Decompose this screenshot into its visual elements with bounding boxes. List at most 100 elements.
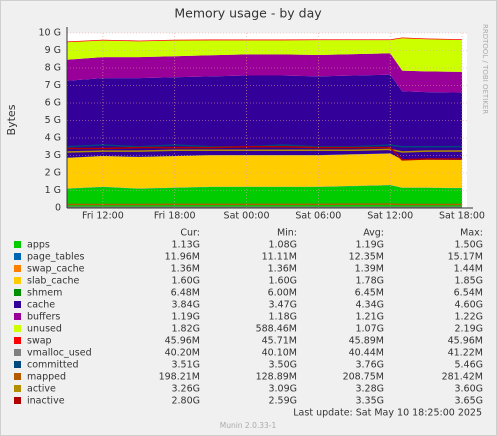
table-cell: 198.21M (159, 372, 200, 383)
legend-label: buffers (27, 312, 60, 323)
x-tick-label: Sat 00:00 (224, 211, 270, 222)
table-cell: 3.84G (171, 300, 200, 311)
area (67, 53, 462, 93)
table-cell: 1.08G (268, 240, 297, 251)
table-cell: 3.76G (355, 360, 384, 371)
y-tick-label: 4 G (45, 133, 61, 144)
y-tick-label: 7 G (45, 80, 61, 91)
line (66, 148, 463, 153)
x-tick-label: Fri 18:00 (154, 211, 196, 222)
table-cell: 1.36M (268, 264, 297, 275)
table-cell: 3.51G (171, 360, 200, 371)
table-cell: 1.44M (454, 264, 483, 275)
legend-swatch (14, 277, 21, 284)
table-cell: 3.47G (268, 300, 297, 311)
version: Munin 2.0.33-1 (220, 421, 277, 430)
table-cell: 6.00M (268, 288, 297, 299)
legend-label: vmalloc_used (27, 348, 92, 359)
table-cell: 1.85G (454, 276, 483, 287)
y-tick-label: 9 G (45, 45, 61, 56)
area (67, 37, 462, 43)
table-cell: 3.65G (454, 396, 483, 407)
legend-swatch (14, 361, 21, 368)
table-cell: 4.34G (355, 300, 384, 311)
table-cell: 1.13G (171, 240, 200, 251)
x-tick-label: Fri 12:00 (82, 211, 124, 222)
area (67, 185, 462, 189)
line (67, 146, 462, 161)
legend-swatch (14, 397, 21, 404)
table-cell: 1.60G (268, 276, 297, 287)
chart-title: Memory usage - by day (174, 6, 322, 21)
area (67, 38, 462, 72)
table-cell: 6.45M (355, 288, 384, 299)
legend-label: mapped (27, 372, 66, 383)
legend-label: apps (27, 240, 50, 251)
legend-swatch (14, 373, 21, 380)
table-cell: 41.22M (448, 348, 483, 359)
area (67, 74, 462, 160)
table-cell: 1.18G (268, 312, 297, 323)
side-text: RRDTOOL / TOBI OETIKER (481, 24, 489, 114)
y-tick-label: 5 G (45, 115, 61, 126)
x-tick-label: Sat 18:00 (439, 211, 485, 222)
legend-swatch (14, 241, 21, 248)
legend-swatch (14, 265, 21, 272)
y-tick-label: 2 G (45, 168, 61, 179)
table-cell: 12.35M (349, 252, 384, 263)
legend-label: active (27, 384, 56, 395)
legend-label: page_tables (27, 252, 85, 263)
table-cell: 40.20M (165, 348, 200, 359)
legend-swatch (14, 253, 21, 260)
legend-label: committed (27, 360, 79, 371)
table-cell: 1.07G (355, 324, 384, 335)
y-tick-label: 3 G (45, 150, 61, 161)
legend-label: slab_cache (27, 276, 79, 287)
table-cell: 1.19G (355, 240, 384, 251)
table-cell: 40.10M (262, 348, 297, 359)
area (67, 185, 462, 208)
legend-label: cache (27, 300, 55, 311)
table-cell: 2.19G (454, 324, 483, 335)
table-cell: 11.96M (165, 252, 200, 263)
table-cell: 2.59G (268, 396, 297, 407)
table-cell: 1.22G (454, 312, 483, 323)
legend-swatch (14, 313, 21, 320)
x-tick-label: Sat 06:00 (295, 211, 341, 222)
table-cell: 1.21G (355, 312, 384, 323)
legend-swatch (14, 385, 21, 392)
y-tick-label: 6 G (45, 98, 61, 109)
y-tick-label: 0 (55, 203, 61, 214)
table-cell: 128.89M (256, 372, 297, 383)
legend-label: unused (27, 324, 62, 335)
table-cell: 1.78G (355, 276, 384, 287)
legend-swatch (14, 349, 21, 356)
table-cell: 45.96M (165, 336, 200, 347)
legend-swatch (14, 301, 21, 308)
table-cell: 5.46G (454, 360, 483, 371)
column-header: Max: (460, 228, 483, 239)
table-cell: 45.71M (262, 336, 297, 347)
table-cell: 1.50G (454, 240, 483, 251)
y-tick-label: 8 G (45, 63, 61, 74)
x-tick-label: Sat 12:00 (367, 211, 413, 222)
table-cell: 3.09G (268, 384, 297, 395)
table-cell: 3.50G (268, 360, 297, 371)
legend-swatch (14, 325, 21, 332)
footer: Last update: Sat May 10 18:25:00 2025 (293, 408, 482, 419)
legend-swatch (14, 289, 21, 296)
table-cell: 4.60G (454, 300, 483, 311)
table-cell: 45.89M (349, 336, 384, 347)
legend-label: shmem (27, 288, 62, 299)
table-cell: 3.60G (454, 384, 483, 395)
table-cell: 11.11M (262, 252, 297, 263)
table-cell: 45.96M (448, 336, 483, 347)
table-cell: 6.48M (171, 288, 200, 299)
table-cell: 2.80G (171, 396, 200, 407)
table-cell: 208.75M (343, 372, 384, 383)
legend-swatch (14, 337, 21, 344)
legend-label: swap_cache (27, 264, 85, 275)
y-tick-label: 1 G (45, 185, 61, 196)
line (66, 144, 463, 148)
